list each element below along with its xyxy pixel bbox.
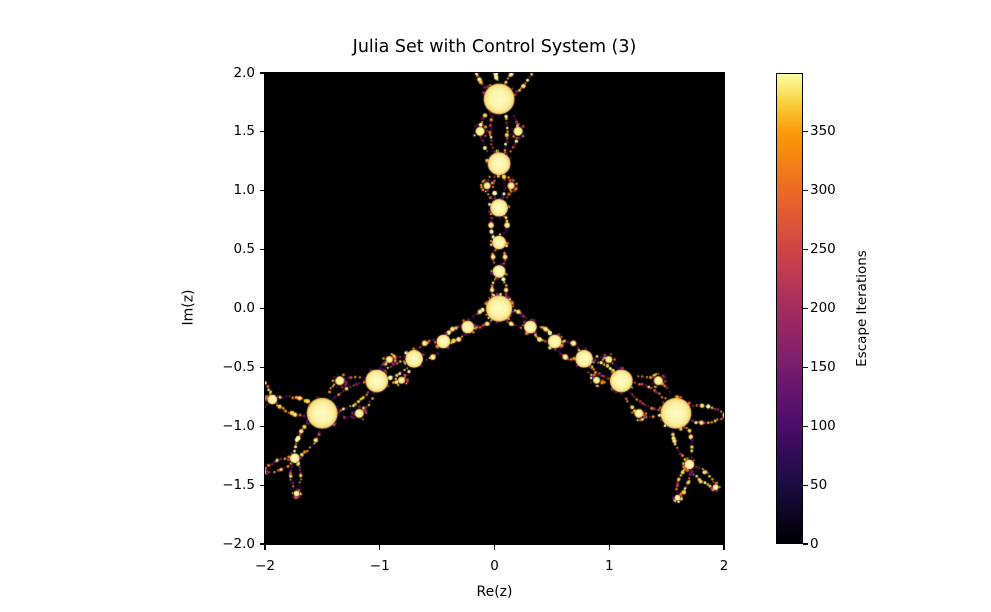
y-tick-mark — [259, 307, 264, 310]
x-tick-label: 1 — [604, 558, 614, 574]
y-tick-label: 0.0 — [233, 300, 255, 316]
colorbar-tick-label: 50 — [810, 476, 828, 493]
x-tick-label: 2 — [719, 558, 729, 574]
y-tick-mark — [259, 72, 264, 74]
colorbar-tick-mark — [803, 307, 808, 310]
y-tick-mark — [259, 366, 264, 368]
x-tick-mark — [493, 545, 496, 550]
y-tick-label: 0.5 — [233, 241, 255, 258]
y-tick-label: −1.0 — [222, 417, 255, 434]
colorbar-tick-mark — [803, 190, 808, 192]
colorbar-tick-mark — [803, 484, 808, 486]
colorbar-tick-mark — [803, 366, 808, 368]
y-tick-label: −1.5 — [222, 476, 255, 493]
colorbar-tick-label: 300 — [810, 182, 836, 199]
colorbar-tick-label: 100 — [810, 417, 836, 434]
plot-area — [264, 72, 725, 545]
colorbar-tick-label: 250 — [810, 241, 836, 258]
x-tick-mark — [723, 545, 725, 550]
colorbar-tick-mark — [803, 543, 808, 545]
colorbar-label: Escape Iterations — [854, 250, 870, 367]
x-tick-label: 0 — [490, 558, 499, 574]
colorbar-tick-mark — [803, 425, 808, 427]
y-tick-label: 2.0 — [233, 64, 255, 81]
y-tick-mark — [259, 425, 264, 427]
x-tick-mark — [379, 545, 381, 550]
y-tick-mark — [259, 131, 264, 133]
x-axis-label: Re(z) — [476, 584, 513, 600]
colorbar — [776, 73, 803, 544]
y-tick-label: −0.5 — [222, 358, 255, 375]
x-tick-label: −2 — [255, 558, 275, 574]
colorbar-tick-label: 0 — [810, 535, 819, 552]
y-tick-mark — [259, 543, 264, 545]
x-tick-label: −1 — [369, 558, 390, 574]
plot-title: Julia Set with Control System (3) — [352, 37, 637, 57]
colorbar-tick-label: 200 — [810, 300, 836, 316]
y-tick-mark — [259, 190, 264, 192]
colorbar-tick-label: 150 — [810, 358, 836, 375]
y-axis-label: Im(z) — [180, 289, 197, 326]
y-tick-mark — [259, 484, 264, 486]
y-tick-label: 1.5 — [233, 123, 255, 140]
y-tick-label: −2.0 — [222, 535, 255, 552]
x-tick-mark — [608, 545, 610, 550]
colorbar-tick-mark — [803, 249, 808, 251]
x-tick-mark — [264, 545, 266, 550]
y-tick-mark — [259, 249, 264, 251]
y-tick-label: 1.0 — [233, 182, 255, 199]
colorbar-tick-mark — [803, 131, 808, 133]
colorbar-tick-label: 350 — [810, 123, 836, 140]
